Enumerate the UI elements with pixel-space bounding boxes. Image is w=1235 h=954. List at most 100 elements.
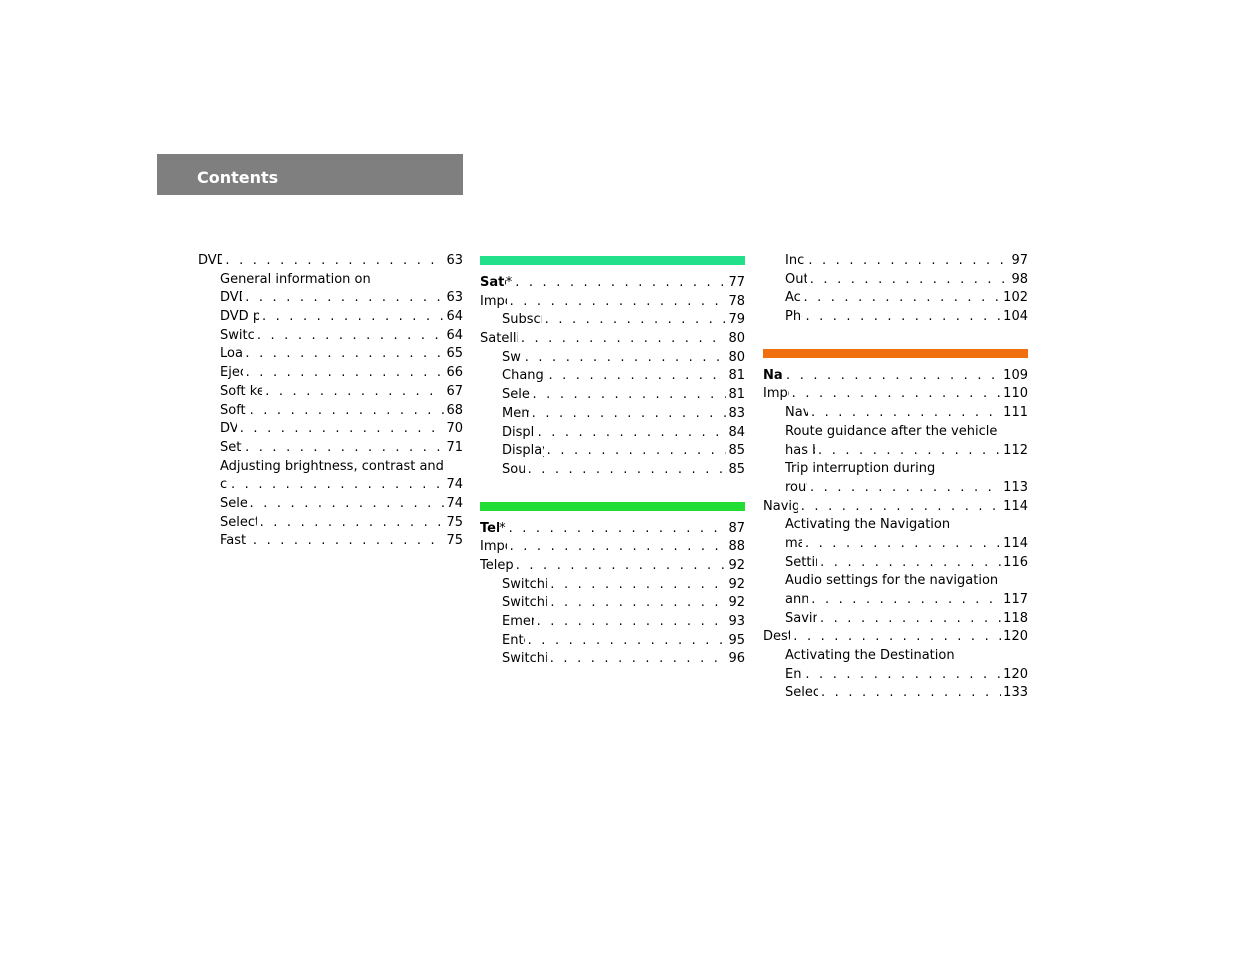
toc-page-number: 111 xyxy=(1003,405,1028,421)
toc-entry-label: Important notes xyxy=(480,539,507,555)
toc-page-number: 85 xyxy=(728,443,745,459)
toc-entry-label: Satellite radio operation xyxy=(480,331,518,347)
toc-entry[interactable]: Phone book 104 xyxy=(763,308,1028,327)
toc-entry[interactable]: Ejecting a DVD 66 xyxy=(198,364,463,383)
toc-entry[interactable]: Navigation 109 xyxy=(763,367,1028,386)
toc-entry[interactable]: Switching telephone operation off 92 xyxy=(480,594,745,613)
toc-entry-label: route guidance xyxy=(785,479,807,495)
toc-entry-label: DVD menu xyxy=(220,421,237,437)
toc-page-number: 95 xyxy=(728,632,745,648)
toc-entry[interactable]: Saving current position 118 xyxy=(763,610,1028,629)
toc-page-number: 116 xyxy=(1003,554,1028,570)
toc-leader-dots xyxy=(798,498,1001,517)
toc-entry[interactable]: Memory functions 83 xyxy=(480,405,745,424)
toc-entry[interactable]: Changing the program category 81 xyxy=(480,367,745,386)
toc-entry[interactable]: route guidance 113 xyxy=(763,479,1028,498)
toc-leader-dots xyxy=(815,442,1001,461)
toc-leader-dots xyxy=(807,271,1010,290)
toc-entry[interactable]: Fast forward/reverse 75 xyxy=(198,532,463,551)
toc-page-number: 110 xyxy=(1003,386,1028,402)
toc-entry[interactable]: Subscribing to satellite radio 79 xyxy=(480,311,745,330)
toc-entry[interactable]: DVD playback requirements 64 xyxy=(198,308,463,327)
toc-entry-label: Switching to telephone operation xyxy=(502,651,547,667)
toc-page-number: 70 xyxy=(446,421,463,437)
toc-entry-label: Saving current position xyxy=(785,610,817,626)
toc-entry[interactable]: Settings menu 71 xyxy=(198,439,463,458)
toc-entry-label: Emergency call “911” xyxy=(502,614,534,629)
toc-entry[interactable]: DVD menu 70 xyxy=(198,420,463,439)
toc-entry[interactable]: Outgoing calls 98 xyxy=(763,271,1028,290)
toc-entry[interactable]: Sound settings 85 xyxy=(480,461,745,480)
toc-entry[interactable]: announcements 117 xyxy=(763,591,1028,610)
toc-entry[interactable]: Setting the route mode 116 xyxy=(763,554,1028,573)
toc-entry[interactable]: Selecting a movie 74 xyxy=(198,495,463,514)
toc-entry-label: Trip interruption during xyxy=(785,461,936,477)
toc-entry[interactable]: has been transported 112 xyxy=(763,442,1028,461)
toc-page-number: 104 xyxy=(1003,309,1028,325)
toc-leader-dots xyxy=(545,367,726,386)
toc-entry[interactable]: Destination input 120 xyxy=(763,628,1028,647)
toc-entry[interactable]: Important notes 78 xyxy=(480,293,745,312)
toc-leader-dots xyxy=(800,289,1001,308)
toc-section: Telephone* 87 Important notes 88 Telephone o… xyxy=(480,501,745,670)
toc-entry[interactable]: Displaying service information 85 xyxy=(480,442,745,461)
toc-entry[interactable]: Switching to DVD mode 64 xyxy=(198,327,463,346)
toc-entry[interactable]: Displaying information 84 xyxy=(480,424,745,443)
toc-entry[interactable]: Important notes 110 xyxy=(763,385,1028,404)
toc-entry[interactable]: Soft key functions 68 xyxy=(198,402,463,421)
toc-entry[interactable]: Telephone operation 92 xyxy=(480,557,745,576)
toc-leader-dots xyxy=(507,538,727,557)
toc-entry-label: Route guidance after the vehicle xyxy=(785,423,998,439)
toc-entry[interactable]: Switching to telephone operation 96 xyxy=(480,650,745,669)
toc-page-number: 92 xyxy=(728,557,745,573)
toc-entry[interactable]: Navigation DVD 111 xyxy=(763,404,1028,423)
toc-entry[interactable]: Navigation main menu 114 xyxy=(763,498,1028,517)
toc-entry[interactable]: Emergency call “911” 93 xyxy=(480,613,745,632)
toc-entry[interactable]: DVD operation 63 xyxy=(198,289,463,308)
toc-entry-label: Switching telephone operation on xyxy=(502,576,548,592)
toc-entry[interactable]: Soft key display and status bar 67 xyxy=(198,383,463,402)
toc-entry-label: Entering codes xyxy=(502,632,525,648)
toc-entry[interactable]: Switching on 80 xyxy=(480,349,745,368)
toc-entry[interactable]: color 74 xyxy=(198,476,463,495)
toc-entry-label: Activating the Destination xyxy=(785,648,955,664)
toc-entry: Activating the Destination xyxy=(763,647,1028,666)
toc-leader-dots xyxy=(525,461,727,480)
toc-entry[interactable]: Entry menu 120 xyxy=(763,666,1028,685)
toc-entry[interactable]: Loading a DVD 65 xyxy=(198,345,463,364)
toc-section: Incoming call 97 Outgoing calls 98 Active ca… xyxy=(763,252,1028,327)
toc-page-number: 79 xyxy=(728,312,745,328)
toc-entry[interactable]: Important notes 88 xyxy=(480,538,745,557)
toc-entry[interactable]: Satellite radio operation 80 xyxy=(480,330,745,349)
toc-page-number: 71 xyxy=(446,439,463,455)
toc-leader-dots xyxy=(547,650,727,669)
toc-entry-label: DVD operation xyxy=(198,253,223,268)
toc-entry[interactable]: main menu 114 xyxy=(763,535,1028,554)
toc-leader-dots xyxy=(808,404,1001,423)
toc-entry-label: Important notes xyxy=(480,293,507,309)
toc-section: Navigation109Important notes110Navigatio… xyxy=(763,348,1028,703)
toc-entry[interactable]: Selecting a station 81 xyxy=(480,386,745,405)
toc-entry-label: Soft key functions xyxy=(220,402,247,418)
toc-entry[interactable]: Selecting home address 133 xyxy=(763,684,1028,703)
toc-page-number: 81 xyxy=(728,387,745,403)
toc-entry-label: Fast forward/reverse xyxy=(220,533,250,549)
toc-page-number: 109 xyxy=(1003,367,1028,383)
toc-entry[interactable]: Incoming call 97 xyxy=(763,252,1028,271)
toc-entry[interactable]: Satellite radio* 77 xyxy=(480,274,745,293)
toc-entry-label: Ejecting a DVD xyxy=(220,365,243,381)
toc-page-number: 98 xyxy=(1011,271,1028,287)
toc-entry[interactable]: Entering codes 95 xyxy=(480,632,745,651)
toc-entry[interactable]: Telephone* 87 xyxy=(480,520,745,539)
toc-entry[interactable]: Switching telephone operation on 92 xyxy=(480,576,745,595)
toc-entry-label: Displaying service information xyxy=(502,443,544,459)
toc-entry[interactable]: Active call 102 xyxy=(763,289,1028,308)
toc-leader-dots xyxy=(506,520,727,539)
toc-page-number: 74 xyxy=(446,495,463,511)
toc-leader-dots xyxy=(250,532,445,551)
toc-leader-dots xyxy=(262,383,444,402)
section-color-bar xyxy=(480,501,745,511)
toc-entry-label: General information on xyxy=(220,271,371,287)
toc-entry[interactable]: Selecting a scene/chapter 75 xyxy=(198,514,463,533)
toc-entry[interactable]: DVD operation 63 xyxy=(198,252,463,271)
